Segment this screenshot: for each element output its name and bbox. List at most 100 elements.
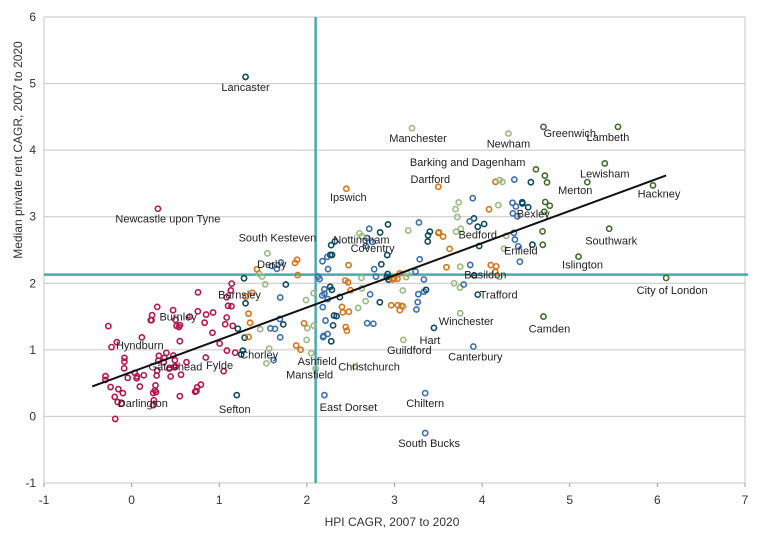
x-tick-label: -1: [39, 493, 50, 507]
point-label: Christchurch: [338, 362, 400, 374]
scatter-point-guildford: [399, 336, 407, 344]
y-tick-label: 2: [29, 276, 36, 290]
scatter-point: [469, 194, 477, 202]
scatter-point: [270, 356, 278, 364]
y-tick-label: 0: [29, 409, 36, 423]
point-label: Coventry: [351, 243, 396, 255]
scatter-point: [276, 294, 284, 301]
scatter-point: [111, 393, 119, 401]
scatter-point: [303, 324, 311, 332]
scatter-point-chorley: [237, 351, 245, 358]
scatter-point-coventry: [369, 238, 376, 246]
point-label: South Bucks: [398, 438, 460, 450]
scatter-point: [322, 317, 329, 324]
point-label: East Dorset: [320, 402, 377, 414]
tick-labels: -1 0 1 2 3 4 5 6 -1 0 1 2 3 4 5 6 7: [25, 10, 748, 507]
scatter-point-south-kesteven: [264, 249, 271, 257]
scatter-point: [416, 255, 424, 263]
scatter-point: [532, 165, 540, 173]
x-axis-label: HPI CAGR, 2007 to 2020: [325, 515, 460, 529]
scatter-point-hyndburn: [176, 337, 184, 345]
scatter-point: [424, 238, 432, 245]
scatter-point: [330, 312, 338, 319]
point-label: City of London: [637, 285, 708, 297]
scatter-point: [457, 225, 465, 233]
scatter-point: [261, 281, 269, 288]
scatter-point-enfield: [500, 245, 508, 253]
y-tick-label: 5: [29, 77, 36, 91]
y-tick-label: 1: [29, 343, 36, 357]
scatter-point: [229, 322, 237, 330]
scatter-point: [420, 276, 428, 283]
scatter-point: [209, 329, 216, 337]
scatter-point: [513, 212, 521, 220]
scatter-point: [277, 259, 285, 266]
scatter-point: [480, 220, 488, 228]
point-label: Basildon: [464, 270, 506, 282]
scatter-point: [345, 261, 352, 269]
point-label: Derby: [257, 259, 287, 271]
scatter-point: [223, 347, 231, 354]
scatter-point: [120, 358, 128, 365]
scatter-point: [363, 319, 371, 327]
scatter-point: [242, 293, 250, 301]
scatter-point-canterbury: [469, 343, 477, 350]
scatter-point: [342, 323, 350, 331]
scatter-point: [494, 201, 502, 209]
scatter-point-basildon: [456, 263, 464, 271]
scatter-point: [183, 358, 190, 366]
scatter-point-ipswich: [342, 185, 350, 193]
trend-line: [91, 174, 667, 388]
scatter-point: [262, 360, 270, 367]
scatter-point: [118, 400, 125, 407]
scatter-point-lewisham: [601, 160, 609, 167]
scatter-point-nottingham: [356, 229, 363, 237]
point-label: Ipswich: [330, 192, 367, 204]
scatter-point: [541, 172, 549, 180]
scatter-point-trafford: [474, 291, 482, 299]
scatter-point: [177, 371, 185, 379]
scatter-point: [221, 320, 229, 328]
scatter-point: [446, 245, 454, 253]
scatter-point: [470, 271, 478, 279]
point-label: Newcastle upon Tyne: [115, 214, 220, 226]
scatter-point: [121, 354, 128, 362]
scatter-point-lancaster: [242, 73, 249, 81]
scatter-point: [509, 199, 516, 207]
point-label: Winchester: [439, 316, 494, 328]
scatter-point: [320, 285, 328, 293]
scatter-point: [114, 398, 122, 406]
point-label: Trafford: [480, 290, 518, 302]
scatter-point: [114, 385, 122, 393]
scatter-point-newham: [505, 130, 512, 137]
scatter-point-fylde: [220, 367, 228, 375]
scatter-point-mansfield: [312, 365, 320, 372]
scatter-point: [466, 218, 474, 225]
point-label: Guildford: [387, 345, 432, 357]
point-label: Lancaster: [221, 82, 270, 94]
point-label: Chorley: [240, 350, 278, 362]
scatter-point: [186, 313, 194, 321]
scatter-point: [470, 214, 478, 222]
scatter-point: [149, 389, 157, 397]
scatter-point: [248, 289, 256, 297]
scatter-point: [256, 325, 264, 333]
scatter-point: [228, 280, 236, 288]
scatter-point: [194, 307, 202, 315]
scatter-point-hackney: [649, 182, 657, 189]
scatter-point: [327, 241, 335, 249]
scatter-point: [543, 178, 551, 186]
scatter-point: [362, 242, 370, 250]
point-label: Bedford: [458, 230, 497, 242]
scatter-point-camden: [540, 313, 547, 320]
scatter-point-derby: [268, 262, 276, 270]
point-label: Burnley: [159, 312, 197, 324]
point-label: South Kesteven: [239, 232, 317, 244]
scatter-point: [294, 271, 302, 279]
y-axis-label: Median private rent CAGR, 2007 to 2020: [11, 41, 25, 259]
scatter-point: [384, 221, 392, 228]
scatter-point: [541, 198, 549, 206]
x-tick-label: 0: [128, 493, 135, 507]
scatter-point: [362, 297, 370, 305]
